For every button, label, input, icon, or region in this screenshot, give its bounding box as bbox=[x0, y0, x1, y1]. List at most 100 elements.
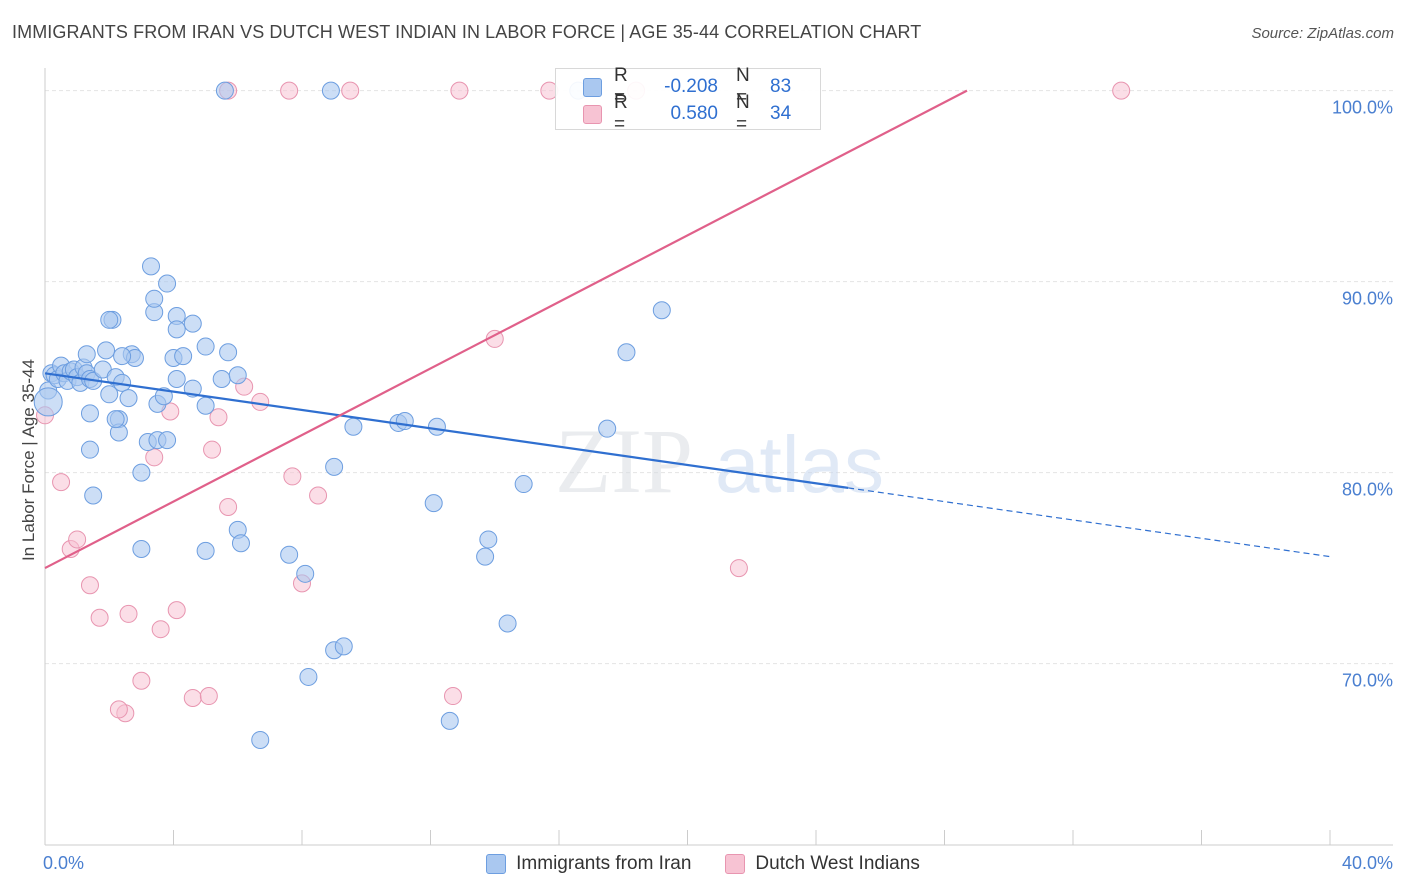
iran-point bbox=[617, 343, 636, 362]
iran-point bbox=[97, 341, 116, 360]
iran-point bbox=[427, 417, 446, 436]
iran-point bbox=[440, 711, 459, 730]
iran-point bbox=[167, 320, 186, 339]
dutch-point bbox=[280, 81, 299, 100]
iran-point bbox=[196, 396, 215, 415]
dutch-point bbox=[443, 687, 462, 706]
grid-lines bbox=[45, 90, 1393, 665]
dutch-trend-line bbox=[44, 89, 968, 570]
dutch-point bbox=[109, 700, 128, 719]
axes: 70.0% 80.0% 90.0% 100.0% bbox=[44, 68, 1393, 846]
iran-point bbox=[196, 337, 215, 356]
iran-point bbox=[424, 494, 443, 513]
dutch-point bbox=[283, 467, 302, 486]
iran-point bbox=[215, 81, 234, 100]
iran-point bbox=[84, 486, 103, 505]
iran-point bbox=[514, 475, 533, 494]
iran-point bbox=[174, 347, 193, 366]
chart-legend: Immigrants from Iran Dutch West Indians bbox=[0, 853, 1406, 875]
iran-point bbox=[80, 404, 99, 423]
legend-item-iran[interactable]: Immigrants from Iran bbox=[486, 853, 691, 875]
iran-point bbox=[106, 410, 125, 429]
x-tick-label-max: 40.0% bbox=[1342, 853, 1393, 873]
iran-point bbox=[476, 547, 495, 566]
iran-point bbox=[196, 541, 215, 560]
immigrants-from-iran-points bbox=[33, 81, 671, 749]
legend-swatch-iran bbox=[486, 854, 507, 874]
iran-point bbox=[80, 440, 99, 459]
watermark-atlas: atlas bbox=[715, 420, 884, 509]
iran-point bbox=[498, 614, 517, 633]
iran-point bbox=[251, 730, 270, 749]
iran-point bbox=[100, 385, 119, 404]
iran-point bbox=[132, 539, 151, 558]
legend-swatch-dutch bbox=[725, 854, 746, 874]
iran-point bbox=[113, 347, 132, 366]
legend-item-dutch[interactable]: Dutch West Indians bbox=[725, 853, 920, 875]
legend-label-dutch: Dutch West Indians bbox=[755, 853, 920, 874]
stats-r-label-iran: R = bbox=[614, 65, 628, 108]
dutch-point bbox=[450, 81, 469, 100]
source-credit: Source: ZipAtlas.com bbox=[1251, 25, 1394, 42]
iran-point bbox=[231, 534, 250, 553]
legend-label-iran: Immigrants from Iran bbox=[516, 853, 692, 874]
trend-lines bbox=[44, 89, 1331, 570]
correlation-stats-box: R = -0.208 N = 83 R = 0.580 N = 34 bbox=[555, 65, 821, 135]
iran-point bbox=[280, 545, 299, 564]
dutch-point bbox=[1112, 81, 1131, 100]
dutch-point bbox=[132, 671, 151, 690]
watermark-zip: ZIP bbox=[555, 410, 693, 512]
stats-swatch-dutch bbox=[583, 104, 602, 124]
dutch-point bbox=[341, 81, 360, 100]
iran-point bbox=[652, 301, 671, 320]
y-axis-label: In Labor Force | Age 35-44 bbox=[19, 359, 38, 561]
iran-point bbox=[183, 314, 202, 333]
dutch-point bbox=[119, 604, 138, 623]
iran-point bbox=[325, 457, 344, 476]
stats-n-value-dutch: 34 bbox=[770, 103, 792, 124]
dutch-point bbox=[199, 687, 218, 706]
dutch-point bbox=[167, 601, 186, 620]
dutch-point bbox=[203, 440, 222, 459]
dutch-point bbox=[309, 486, 328, 505]
iran-point bbox=[321, 81, 340, 100]
chart-title: IMMIGRANTS FROM IRAN VS DUTCH WEST INDIA… bbox=[12, 22, 922, 42]
iran-point bbox=[344, 417, 363, 436]
x-tick-label-min: 0.0% bbox=[43, 853, 84, 873]
dutch-point bbox=[80, 576, 99, 595]
iran-point bbox=[100, 310, 119, 329]
stats-swatch-iran bbox=[583, 77, 602, 97]
dutch-point bbox=[729, 559, 748, 578]
iran-point bbox=[479, 530, 498, 549]
iran-point bbox=[158, 274, 177, 293]
iran-trend-line bbox=[44, 372, 849, 489]
iran-point bbox=[158, 431, 177, 450]
dutch-point bbox=[68, 530, 87, 549]
dutch-point bbox=[251, 392, 270, 411]
y-tick-label: 80.0% bbox=[1342, 480, 1393, 500]
dutch-point bbox=[219, 497, 238, 516]
dutch-point bbox=[90, 608, 109, 627]
iran-trend-line-extension bbox=[848, 487, 1331, 558]
iran-point bbox=[167, 370, 186, 389]
stats-n-label-dutch: N = bbox=[736, 92, 750, 135]
y-tick-label: 90.0% bbox=[1342, 289, 1393, 309]
stats-n-label-iran: N = bbox=[736, 65, 750, 108]
dutch-point bbox=[209, 408, 228, 427]
stats-r-value-dutch: 0.580 bbox=[670, 103, 718, 124]
iran-point bbox=[212, 370, 231, 389]
iran-point bbox=[132, 463, 151, 482]
iran-point bbox=[299, 667, 318, 686]
iran-point bbox=[119, 389, 138, 408]
y-tick-label: 70.0% bbox=[1342, 671, 1393, 691]
dutch-point bbox=[183, 688, 202, 707]
iran-point bbox=[145, 289, 164, 308]
iran-point bbox=[334, 637, 353, 656]
stats-n-value-iran: 83 bbox=[770, 76, 792, 97]
iran-point bbox=[33, 387, 63, 417]
iran-point bbox=[228, 366, 247, 385]
y-tick-label: 100.0% bbox=[1332, 98, 1393, 118]
stats-r-label-dutch: R = bbox=[614, 92, 628, 135]
iran-point bbox=[142, 257, 161, 276]
